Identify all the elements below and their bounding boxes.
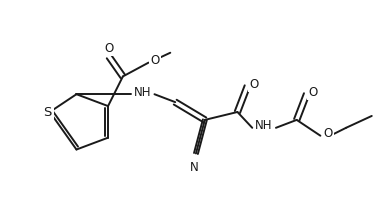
Text: NH: NH [255,119,273,132]
Text: O: O [249,78,258,91]
Text: NH: NH [134,86,151,99]
Text: O: O [323,127,333,140]
Text: O: O [104,42,114,55]
Text: N: N [190,161,199,174]
Text: S: S [44,106,52,118]
Text: O: O [151,54,160,67]
Text: O: O [308,86,318,99]
